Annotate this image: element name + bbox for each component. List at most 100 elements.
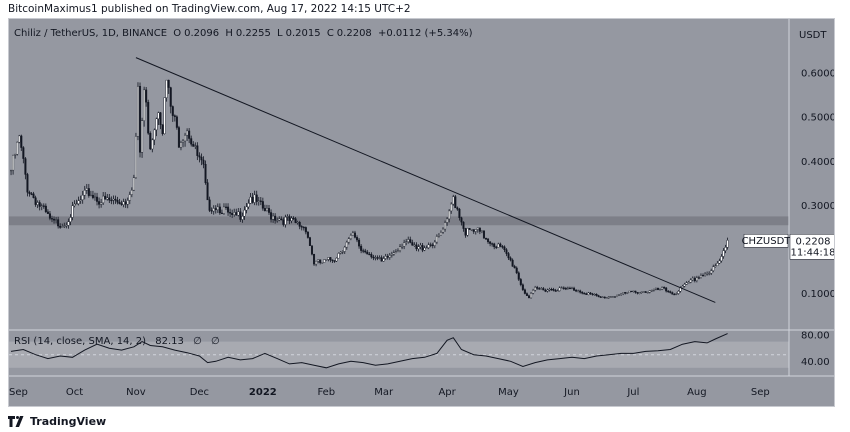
- candle-body: [286, 216, 289, 218]
- candle-body: [673, 293, 676, 296]
- candle-body: [194, 145, 197, 147]
- candle-body: [439, 232, 442, 236]
- candle-body: [302, 226, 305, 229]
- candle-body: [57, 219, 60, 227]
- candle-body: [415, 244, 418, 250]
- candle-body: [509, 257, 512, 261]
- candle-body: [206, 182, 209, 201]
- candle-body: [530, 292, 533, 299]
- close-label: C: [326, 28, 334, 39]
- candle-body: [292, 217, 295, 220]
- footer: TradingView: [8, 413, 106, 429]
- candle-body: [403, 242, 406, 247]
- candle-body: [487, 238, 490, 243]
- candle-body: [579, 290, 582, 293]
- candle-body: [53, 218, 56, 221]
- candle-body: [274, 215, 277, 221]
- candle-body: [589, 292, 592, 295]
- candle-body: [442, 228, 445, 233]
- candle-body: [149, 133, 152, 150]
- candle-body: [59, 225, 62, 228]
- candle-body: [298, 222, 301, 227]
- candle-body: [624, 292, 627, 294]
- candle-body: [419, 245, 422, 247]
- candle-body: [225, 206, 228, 208]
- candle-body: [587, 292, 590, 295]
- candle-body: [665, 287, 668, 292]
- candle-body: [161, 124, 164, 134]
- candle-body: [435, 236, 438, 243]
- candle-body: [89, 194, 92, 197]
- candle-body: [405, 241, 408, 243]
- candle-body: [147, 101, 150, 134]
- candle-body: [456, 207, 459, 210]
- rsi-tick-label: 80.00: [801, 331, 830, 342]
- candle-body: [272, 215, 275, 220]
- candle-body: [249, 196, 252, 204]
- candle-body: [184, 134, 187, 142]
- candle-body: [689, 279, 692, 283]
- candle-body: [411, 242, 414, 246]
- price-tick-label: 0.5000: [801, 113, 835, 124]
- candle-body: [444, 222, 447, 230]
- candle-body: [55, 219, 58, 221]
- price-tick-label: 0.4000: [801, 157, 835, 168]
- candle-body: [44, 205, 47, 213]
- candle-body: [507, 253, 510, 259]
- candle-body: [450, 203, 453, 212]
- open-value: 0.2096: [184, 28, 220, 39]
- candle-body: [511, 259, 514, 267]
- candle-body: [544, 289, 547, 292]
- candle-body: [470, 229, 473, 231]
- candle-body: [24, 158, 27, 175]
- candle-body: [65, 225, 68, 227]
- candle-body: [515, 267, 518, 274]
- candle-body: [143, 89, 146, 121]
- time-tick-label: Aug: [687, 387, 707, 398]
- candle-body: [327, 257, 330, 260]
- candle-body: [556, 290, 559, 292]
- time-tick-label: Jun: [563, 387, 580, 398]
- candle-body: [12, 154, 15, 171]
- candle-body: [96, 196, 99, 202]
- candle-body: [452, 196, 455, 205]
- chart-frame[interactable]: USDT 0.6000 0.5000 0.4000 0.3000 0.1000 80.00 4…: [8, 18, 835, 407]
- rsi-legend: RSI (14, close, SMA, 14, 2) 82.13 ∅ ∅: [14, 336, 226, 347]
- candle-body: [513, 266, 516, 269]
- candle-body: [321, 262, 324, 264]
- candle-body: [691, 277, 694, 281]
- candle-body: [536, 287, 539, 289]
- candle-body: [36, 202, 39, 205]
- candle-body: [656, 288, 659, 290]
- candle-body: [333, 260, 336, 262]
- candle-body: [118, 201, 121, 204]
- candle-body: [448, 210, 451, 220]
- candle-body: [474, 229, 477, 232]
- time-tick-label: Sep: [751, 387, 770, 398]
- chart-canvas[interactable]: USDT 0.6000 0.5000 0.4000 0.3000 0.1000 80.00 4…: [9, 19, 835, 407]
- candle-body: [552, 289, 555, 291]
- candle-body: [554, 290, 557, 292]
- candle-body: [308, 237, 311, 246]
- candle-body: [323, 259, 326, 263]
- candle-body: [394, 251, 397, 253]
- descending-trendline[interactable]: [135, 57, 716, 303]
- candle-body: [155, 118, 158, 131]
- candle-body: [710, 270, 713, 274]
- candle-body: [227, 206, 230, 213]
- candle-body: [718, 260, 721, 264]
- candle-body: [499, 243, 502, 247]
- candle-body: [388, 255, 391, 258]
- candle-body: [26, 174, 29, 193]
- candle-body: [595, 293, 598, 296]
- candle-body: [46, 211, 49, 214]
- candle-body: [231, 213, 234, 215]
- candle-body: [489, 241, 492, 244]
- candle-body: [20, 135, 23, 148]
- candle-body: [112, 198, 115, 201]
- candle-body: [583, 293, 586, 295]
- candle-body: [319, 259, 322, 263]
- candle-body: [10, 169, 13, 172]
- candle-body: [175, 116, 178, 128]
- candle-body: [77, 200, 80, 204]
